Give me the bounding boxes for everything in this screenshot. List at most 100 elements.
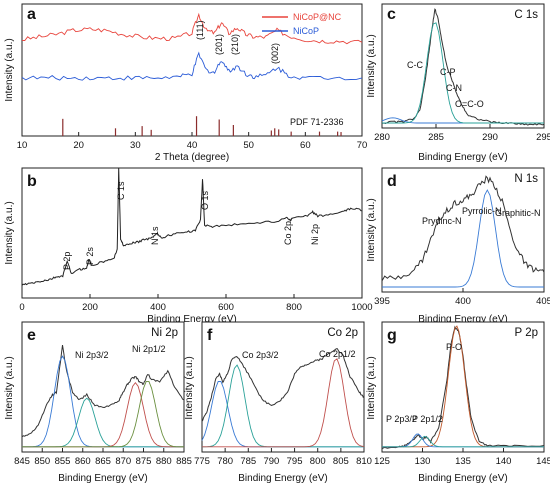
reference-card-label: PDF 71-2336 bbox=[290, 117, 344, 127]
panel-g-letter: g bbox=[387, 327, 397, 344]
panel-e-title: Ni 2p bbox=[151, 327, 178, 339]
panel-g: g P 2p 125 130 135 140 145 Binding Energy (e… bbox=[366, 321, 550, 484]
panel-d-plot bbox=[381, 175, 545, 288]
e-xtick-label: 850 bbox=[34, 456, 50, 467]
comp-label-pyridinic: Prydinc-N bbox=[422, 216, 462, 226]
panel-d-title: N 1s bbox=[514, 173, 538, 185]
label-p2p32: P 2p3/2 bbox=[386, 414, 417, 424]
panel-f-letter: f bbox=[207, 327, 213, 344]
panel-e: e Ni 2p 845 850 855 860 865 870 875 880 885 Bind… bbox=[4, 321, 192, 484]
label-p2p: P 2p bbox=[62, 252, 72, 270]
a-series-line-0 bbox=[21, 12, 363, 45]
panel-c-plot bbox=[381, 8, 545, 126]
label-o1s: O 1s bbox=[200, 190, 210, 210]
peak-label-111: (111) bbox=[195, 20, 205, 40]
e-fit-component bbox=[22, 380, 184, 448]
comp-label-cn: C-N bbox=[446, 83, 462, 93]
peak-label-002: (002) bbox=[270, 43, 280, 64]
label-ni2p: Ni 2p bbox=[310, 224, 320, 245]
comp-label-oco: O=C-O bbox=[455, 99, 484, 109]
b-xtick-label: 600 bbox=[218, 302, 234, 313]
panel-c-ylabel: Intensity (a.u.) bbox=[366, 34, 377, 97]
e-xtick-label: 860 bbox=[75, 456, 91, 467]
label-ni2p32: Ni 2p3/2 bbox=[75, 350, 109, 360]
panel-e-letter: e bbox=[27, 327, 36, 344]
legend-label-nicop-nc: NiCoP@NC bbox=[293, 12, 342, 22]
panel-b-ylabel: Intensity (a.u.) bbox=[4, 201, 15, 264]
panel-g-plot bbox=[381, 325, 545, 450]
g-xtick-label: 135 bbox=[455, 456, 471, 467]
f-fit-component bbox=[202, 358, 365, 448]
panel-f-title: Co 2p bbox=[327, 327, 358, 339]
panel-g-frame bbox=[381, 321, 545, 453]
panel-b-xlabel: Binding Energy (eV) bbox=[147, 314, 237, 325]
comp-label-cp: C-P bbox=[440, 67, 456, 77]
panel-a-ticks: 10 20 30 40 50 60 70 bbox=[17, 132, 367, 151]
panel-d: d N 1s 395 400 405 Binding Energy (eV) Int… bbox=[366, 167, 550, 325]
g-series-line-0 bbox=[381, 325, 545, 450]
f-xtick-label: 790 bbox=[263, 456, 279, 467]
panel-a-plot bbox=[21, 12, 363, 136]
a-xtick-label: 60 bbox=[300, 140, 311, 151]
e-xtick-label: 880 bbox=[156, 456, 172, 467]
panel-d-ticks: 395 400 405 bbox=[374, 288, 550, 307]
panel-d-letter: d bbox=[387, 173, 397, 190]
panel-e-frame bbox=[21, 321, 185, 453]
b-series-line-0 bbox=[21, 167, 363, 286]
panel-g-ticks: 125 130 135 140 145 bbox=[374, 448, 550, 467]
comp-label-cc: C-C bbox=[407, 60, 423, 70]
panel-f-ylabel: Intensity (a.u.) bbox=[184, 356, 195, 419]
panel-a: a 10 20 30 40 50 60 70 2 Theta (degree) Intens… bbox=[4, 3, 367, 163]
panel-c-ticks: 280 285 290 295 bbox=[374, 124, 550, 143]
a-xtick-label: 30 bbox=[130, 140, 141, 151]
e-xtick-label: 875 bbox=[136, 456, 152, 467]
a-xtick-label: 20 bbox=[73, 140, 84, 151]
panel-c-letter: c bbox=[387, 6, 396, 23]
panel-a-ylabel: Intensity (a.u.) bbox=[4, 38, 15, 101]
f-xtick-label: 795 bbox=[287, 456, 303, 467]
label-po: P-O bbox=[446, 342, 462, 352]
panel-f-ticks: 775 780 785 790 795 800 805 810 bbox=[194, 448, 372, 467]
f-xtick-label: 785 bbox=[240, 456, 256, 467]
panel-f-frame bbox=[201, 321, 365, 453]
d-xtick-label: 405 bbox=[536, 296, 550, 307]
comp-label-pyrrolic: Pyrrolic-N bbox=[462, 206, 502, 216]
c-xtick-label: 295 bbox=[536, 132, 550, 143]
label-p2s: P 2s bbox=[85, 247, 95, 265]
a-xtick-label: 10 bbox=[17, 140, 28, 151]
panel-e-plot bbox=[21, 345, 185, 448]
panel-a-letter: a bbox=[27, 6, 36, 23]
label-ni2p12: Ni 2p1/2 bbox=[132, 344, 166, 354]
legend-label-nicop: NiCoP bbox=[293, 26, 319, 36]
panel-d-xlabel: Binding Energy (eV) bbox=[418, 314, 508, 325]
c-xtick-label: 285 bbox=[428, 132, 444, 143]
f-xtick-label: 810 bbox=[356, 456, 372, 467]
panel-f-xlabel: Binding Energy (eV) bbox=[238, 473, 328, 484]
panel-b-frame bbox=[21, 167, 363, 299]
a-series-line-1 bbox=[21, 51, 363, 81]
panel-a-legend: NiCoP@NC NiCoP bbox=[262, 12, 342, 36]
peak-label-201: (201) bbox=[214, 34, 224, 55]
panel-f-plot bbox=[201, 348, 365, 448]
e-xtick-label: 885 bbox=[176, 456, 192, 467]
b-xtick-label: 800 bbox=[286, 302, 302, 313]
label-n1s: N 1s bbox=[150, 226, 160, 245]
d-xtick-label: 400 bbox=[455, 296, 471, 307]
g-xtick-label: 130 bbox=[415, 456, 431, 467]
f-xtick-label: 805 bbox=[333, 456, 349, 467]
g-fit-component bbox=[382, 435, 544, 448]
comp-label-graphitic: Graphitic-N bbox=[495, 208, 541, 218]
panel-g-ylabel: Intensity (a.u.) bbox=[366, 356, 377, 419]
g-xtick-label: 125 bbox=[374, 456, 390, 467]
panel-b-plot bbox=[21, 167, 363, 286]
panel-d-ylabel: Intensity (a.u.) bbox=[366, 198, 377, 261]
e-xtick-label: 855 bbox=[55, 456, 71, 467]
b-xtick-label: 1000 bbox=[351, 302, 372, 313]
e-xtick-label: 845 bbox=[14, 456, 30, 467]
d-fit-component bbox=[382, 189, 544, 288]
e-xtick-label: 870 bbox=[115, 456, 131, 467]
g-xtick-label: 140 bbox=[496, 456, 512, 467]
c-xtick-label: 280 bbox=[374, 132, 390, 143]
label-c1s: C 1s bbox=[116, 181, 126, 200]
